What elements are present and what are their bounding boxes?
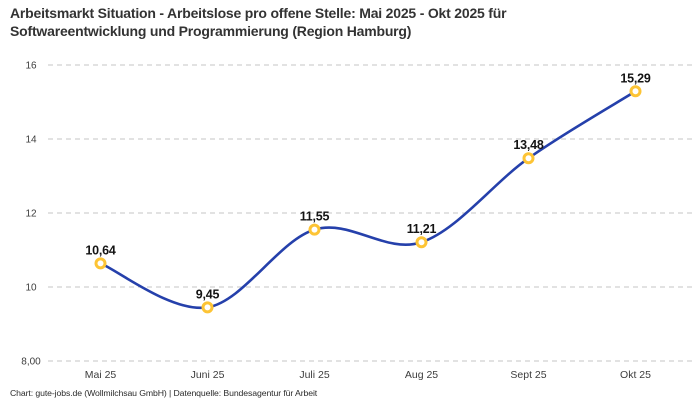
data-point-value-label: 10,64 bbox=[85, 243, 116, 257]
data-point-marker bbox=[94, 257, 107, 270]
data-point-marker bbox=[201, 301, 214, 314]
x-tick-label: Sept 25 bbox=[510, 369, 546, 381]
data-point-marker bbox=[522, 152, 535, 165]
data-point-value-label: 9,45 bbox=[196, 287, 220, 301]
chart-title-line2: Softwareentwicklung und Programmierung (… bbox=[10, 22, 412, 39]
data-point-marker bbox=[308, 223, 321, 236]
x-tick-label: Mai 25 bbox=[85, 369, 117, 381]
data-point-value-label: 11,21 bbox=[407, 222, 437, 236]
data-point-value-label: 11,55 bbox=[300, 210, 330, 224]
y-tick-label: 12 bbox=[25, 209, 37, 220]
data-point-marker bbox=[415, 236, 428, 249]
x-tick-label: Aug 25 bbox=[405, 369, 438, 381]
series-line bbox=[99, 89, 637, 310]
data-point-value-label: 15,29 bbox=[620, 71, 651, 85]
data-point-value-label: 13,48 bbox=[513, 138, 544, 152]
x-tick-label: Juni 25 bbox=[191, 369, 225, 381]
chart-title-line1: Arbeitsmarkt Situation - Arbeitslose pro… bbox=[10, 5, 507, 21]
chart-attribution: Chart: gute-jobs.de (Wollmilchsau GmbH) … bbox=[10, 388, 318, 398]
y-tick-label: 8,00 bbox=[21, 357, 41, 368]
data-point-marker bbox=[629, 85, 642, 98]
x-tick-label: Juli 25 bbox=[299, 369, 330, 381]
y-tick-label: 16 bbox=[25, 61, 37, 72]
y-tick-label: 14 bbox=[25, 135, 37, 146]
x-tick-label: Okt 25 bbox=[620, 369, 651, 381]
y-tick-label: 10 bbox=[25, 283, 37, 294]
chart-title: Arbeitsmarkt Situation - Arbeitslose pro… bbox=[10, 5, 690, 40]
